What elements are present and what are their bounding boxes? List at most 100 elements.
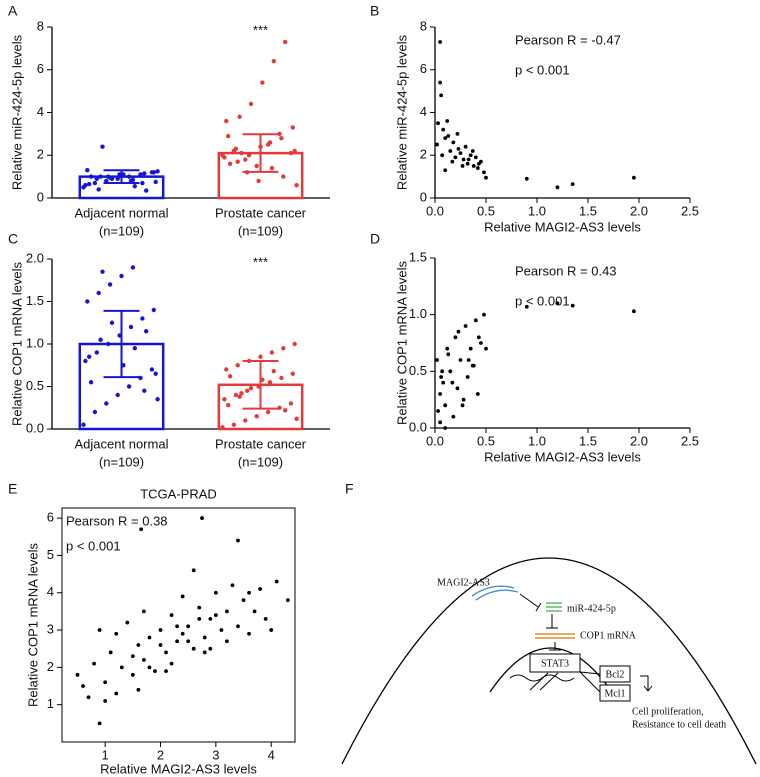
annotation: p < 0.001 <box>515 62 570 77</box>
annotation: Pearson R = 0.43 <box>515 263 617 278</box>
data-point <box>237 114 242 119</box>
data-point <box>222 155 227 160</box>
data-point <box>197 605 202 610</box>
y-tick-label: 2 <box>420 147 427 162</box>
x-tick-note: (n=109) <box>238 223 283 238</box>
plot-frame <box>61 507 296 743</box>
data-point <box>445 346 450 351</box>
annotation: Pearson R = 0.38 <box>66 513 168 528</box>
data-point <box>142 657 146 662</box>
data-point <box>570 303 575 308</box>
data-point <box>98 337 103 342</box>
data-point <box>290 371 295 376</box>
data-point <box>138 172 143 177</box>
data-point <box>248 386 254 391</box>
data-point <box>524 304 529 309</box>
data-point <box>85 299 90 304</box>
annotation: Pearson R = -0.47 <box>515 32 621 47</box>
data-point <box>97 721 102 726</box>
data-point <box>83 182 88 188</box>
y-tick-label: 0.5 <box>26 378 44 393</box>
data-point <box>451 140 456 145</box>
data-point <box>96 290 101 296</box>
data-point <box>267 380 273 385</box>
data-point <box>484 346 488 351</box>
data-point <box>482 312 486 317</box>
data-point <box>153 669 157 673</box>
data-point <box>450 159 455 164</box>
data-point <box>256 178 261 184</box>
data-point <box>269 165 275 171</box>
y-tick-label: 4 <box>420 104 427 119</box>
data-point <box>235 363 240 368</box>
data-point <box>283 408 288 413</box>
data-point <box>476 161 481 166</box>
arrow <box>579 671 601 693</box>
data-point <box>140 180 145 186</box>
data-point <box>235 159 240 164</box>
data-point <box>285 598 290 603</box>
data-point <box>88 174 94 179</box>
data-point <box>100 144 105 149</box>
y-tick-label: 4 <box>47 584 54 599</box>
data-point <box>237 394 242 399</box>
data-point <box>233 146 238 152</box>
data-point <box>158 628 163 632</box>
data-point <box>271 369 276 374</box>
data-point <box>213 590 218 595</box>
y-tick-label: 1.0 <box>409 306 427 321</box>
chart: D Relative COP1 mRNA levels Relative MAGI2… <box>370 231 699 465</box>
data-point <box>470 363 475 368</box>
data-point <box>269 628 274 632</box>
data-point <box>186 639 191 644</box>
outcome-label: Cell proliferation, <box>632 706 704 717</box>
data-point <box>475 392 480 396</box>
panel-label: B <box>370 3 379 19</box>
y-tick-label: 3 <box>47 621 54 636</box>
data-point <box>279 135 284 141</box>
data-point <box>446 134 451 138</box>
x-tick-label: Adjacent normal <box>75 205 169 220</box>
data-point <box>445 119 450 123</box>
x-tick-label: 0.5 <box>477 433 495 448</box>
data-point <box>441 380 446 385</box>
data-point <box>136 687 141 692</box>
data-point <box>436 121 440 126</box>
data-point <box>96 187 101 192</box>
data-point <box>461 397 466 402</box>
arrow <box>579 671 601 675</box>
data-point <box>83 358 88 364</box>
data-point <box>271 59 276 64</box>
data-point <box>142 171 147 176</box>
data-point <box>465 375 470 379</box>
data-point <box>252 609 257 614</box>
data-point <box>439 93 444 98</box>
data-point <box>236 538 240 543</box>
y-tick-label: 1.5 <box>409 249 427 264</box>
data-point <box>294 182 299 188</box>
inhibit-arrow <box>519 593 539 608</box>
x-axis-label: Relative MAGI2-AS3 levels <box>484 449 641 464</box>
data-point <box>484 175 488 180</box>
panel-label: E <box>8 481 17 497</box>
y-tick-label: 6 <box>47 510 54 525</box>
data-point <box>103 699 108 703</box>
data-point <box>108 650 113 655</box>
data-point <box>100 269 105 274</box>
data-point <box>239 391 244 396</box>
data-point <box>440 369 445 374</box>
data-point <box>555 185 560 190</box>
annotation: p < 0.001 <box>66 538 121 553</box>
data-point <box>128 324 134 330</box>
data-point <box>164 650 168 655</box>
x-tick-label: 2.5 <box>681 433 699 448</box>
data-point <box>92 180 98 186</box>
data-point <box>470 149 475 153</box>
data-point <box>294 416 299 421</box>
data-point <box>169 661 174 666</box>
x-axis-label: Relative MAGI2-AS3 levels <box>484 219 641 234</box>
data-point <box>224 367 229 372</box>
mrna-label: COP1 mRNA <box>580 630 637 641</box>
data-point <box>106 341 111 347</box>
